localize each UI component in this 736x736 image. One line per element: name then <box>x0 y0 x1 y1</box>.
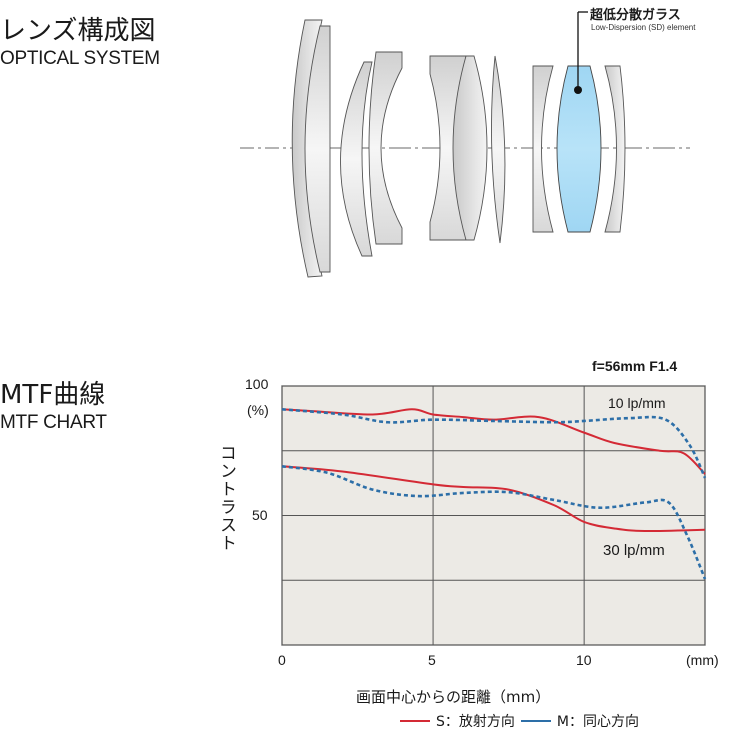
sd-element-label-jp: 超低分散ガラス <box>590 8 681 23</box>
sd-lens-element <box>556 65 602 233</box>
label-10lpmm: 10 lp/mm <box>608 395 666 411</box>
lens-element-6 <box>452 55 488 241</box>
x-axis-label: 画面中心からの距離（mm） <box>356 688 551 706</box>
x-tick-10: 10 <box>576 652 592 668</box>
legend-label-m: M：同心方向 <box>556 714 639 730</box>
lens-element-8 <box>532 65 554 233</box>
optical-title-en: OPTICAL SYSTEM <box>0 48 160 69</box>
mtf-title-jp: MTF曲線 <box>0 380 106 410</box>
x-unit: (mm) <box>686 652 719 668</box>
lens-element-3 <box>340 61 373 257</box>
y-unit: (%) <box>247 402 269 418</box>
mtf-title-en: MTF CHART <box>0 412 107 433</box>
legend-swatch-s <box>400 720 430 722</box>
label-30lpmm: 30 lp/mm <box>603 542 665 559</box>
lens-element-2 <box>304 25 331 273</box>
lens-element-4 <box>368 51 403 245</box>
sd-element-label-en: Low-Dispersion (SD) element <box>591 23 696 32</box>
optical-title-jp: レンズ構成図 <box>0 16 156 46</box>
legend: S：放射方向 M：同心方向 <box>400 711 639 731</box>
x-tick-5: 5 <box>428 652 436 668</box>
mtf-curve <box>281 465 707 580</box>
y-axis-label: コントラスト <box>216 444 236 552</box>
y-tick-100: 100 <box>245 376 269 392</box>
legend-label-s: S：放射方向 <box>436 714 515 730</box>
lens-element-7 <box>491 55 506 244</box>
lens-element-10 <box>604 65 626 233</box>
y-tick-50: 50 <box>252 507 268 523</box>
lens-spec: f=56mm F1.4 <box>592 358 678 374</box>
lens-diagram <box>240 11 690 278</box>
mtf-curve <box>281 408 707 479</box>
x-tick-0: 0 <box>278 652 286 668</box>
callout-pointer <box>574 11 588 94</box>
legend-swatch-m <box>520 720 551 722</box>
